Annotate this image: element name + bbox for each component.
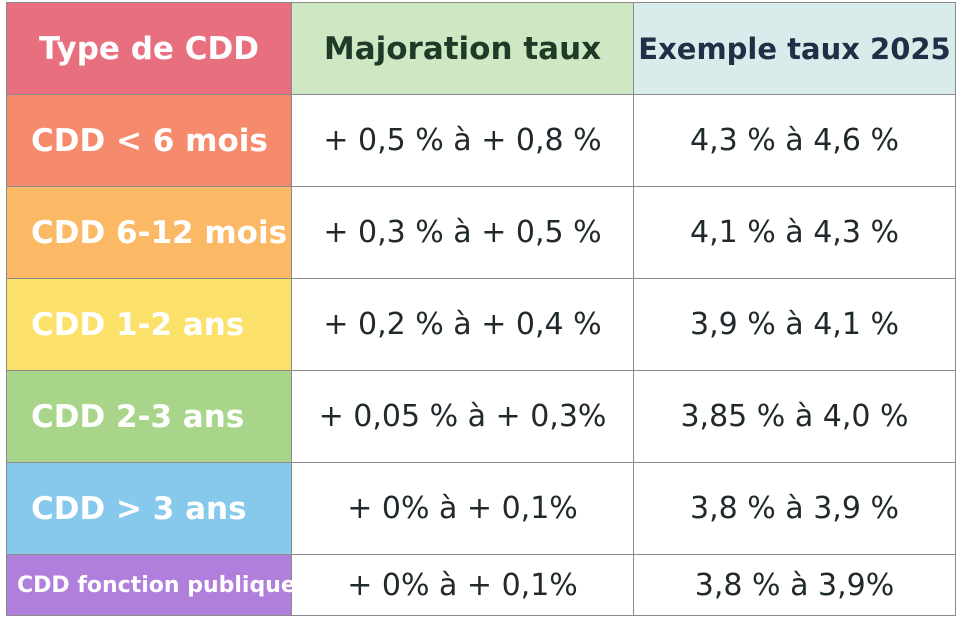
row-exemple-cell: 4,3 % à 4,6 % (634, 95, 955, 187)
row-type-cell: CDD > 3 ans (7, 463, 292, 555)
header-type: Type de CDD (7, 3, 292, 95)
row-type-cell: CDD 1-2 ans (7, 279, 292, 371)
header-majoration: Majoration taux (292, 3, 634, 95)
row-type-cell: CDD < 6 mois (7, 95, 292, 187)
row-majoration-cell: + 0,05 % à + 0,3% (292, 371, 634, 463)
row-majoration-cell: + 0,3 % à + 0,5 % (292, 187, 634, 279)
row-type-cell: CDD 6-12 mois (7, 187, 292, 279)
row-exemple-cell: 3,85 % à 4,0 % (634, 371, 955, 463)
row-exemple-cell: 3,8 % à 3,9 % (634, 463, 955, 555)
row-majoration-cell: + 0,2 % à + 0,4 % (292, 279, 634, 371)
row-exemple-cell: 4,1 % à 4,3 % (634, 187, 955, 279)
row-majoration-cell: + 0% à + 0,1% (292, 463, 634, 555)
header-exemple: Exemple taux 2025 (634, 3, 955, 95)
row-majoration-cell: + 0,5 % à + 0,8 % (292, 95, 634, 187)
row-type-cell: CDD fonction publique (7, 555, 296, 615)
row-exemple-cell: 3,9 % à 4,1 % (634, 279, 955, 371)
row-majoration-cell: + 0% à + 0,1% (292, 555, 634, 615)
row-exemple-cell: 3,8 % à 3,9% (694, 567, 895, 603)
cdd-rate-table: Type de CDD Majoration taux Exemple taux… (6, 2, 956, 616)
row-type-cell: CDD 2-3 ans (7, 371, 292, 463)
